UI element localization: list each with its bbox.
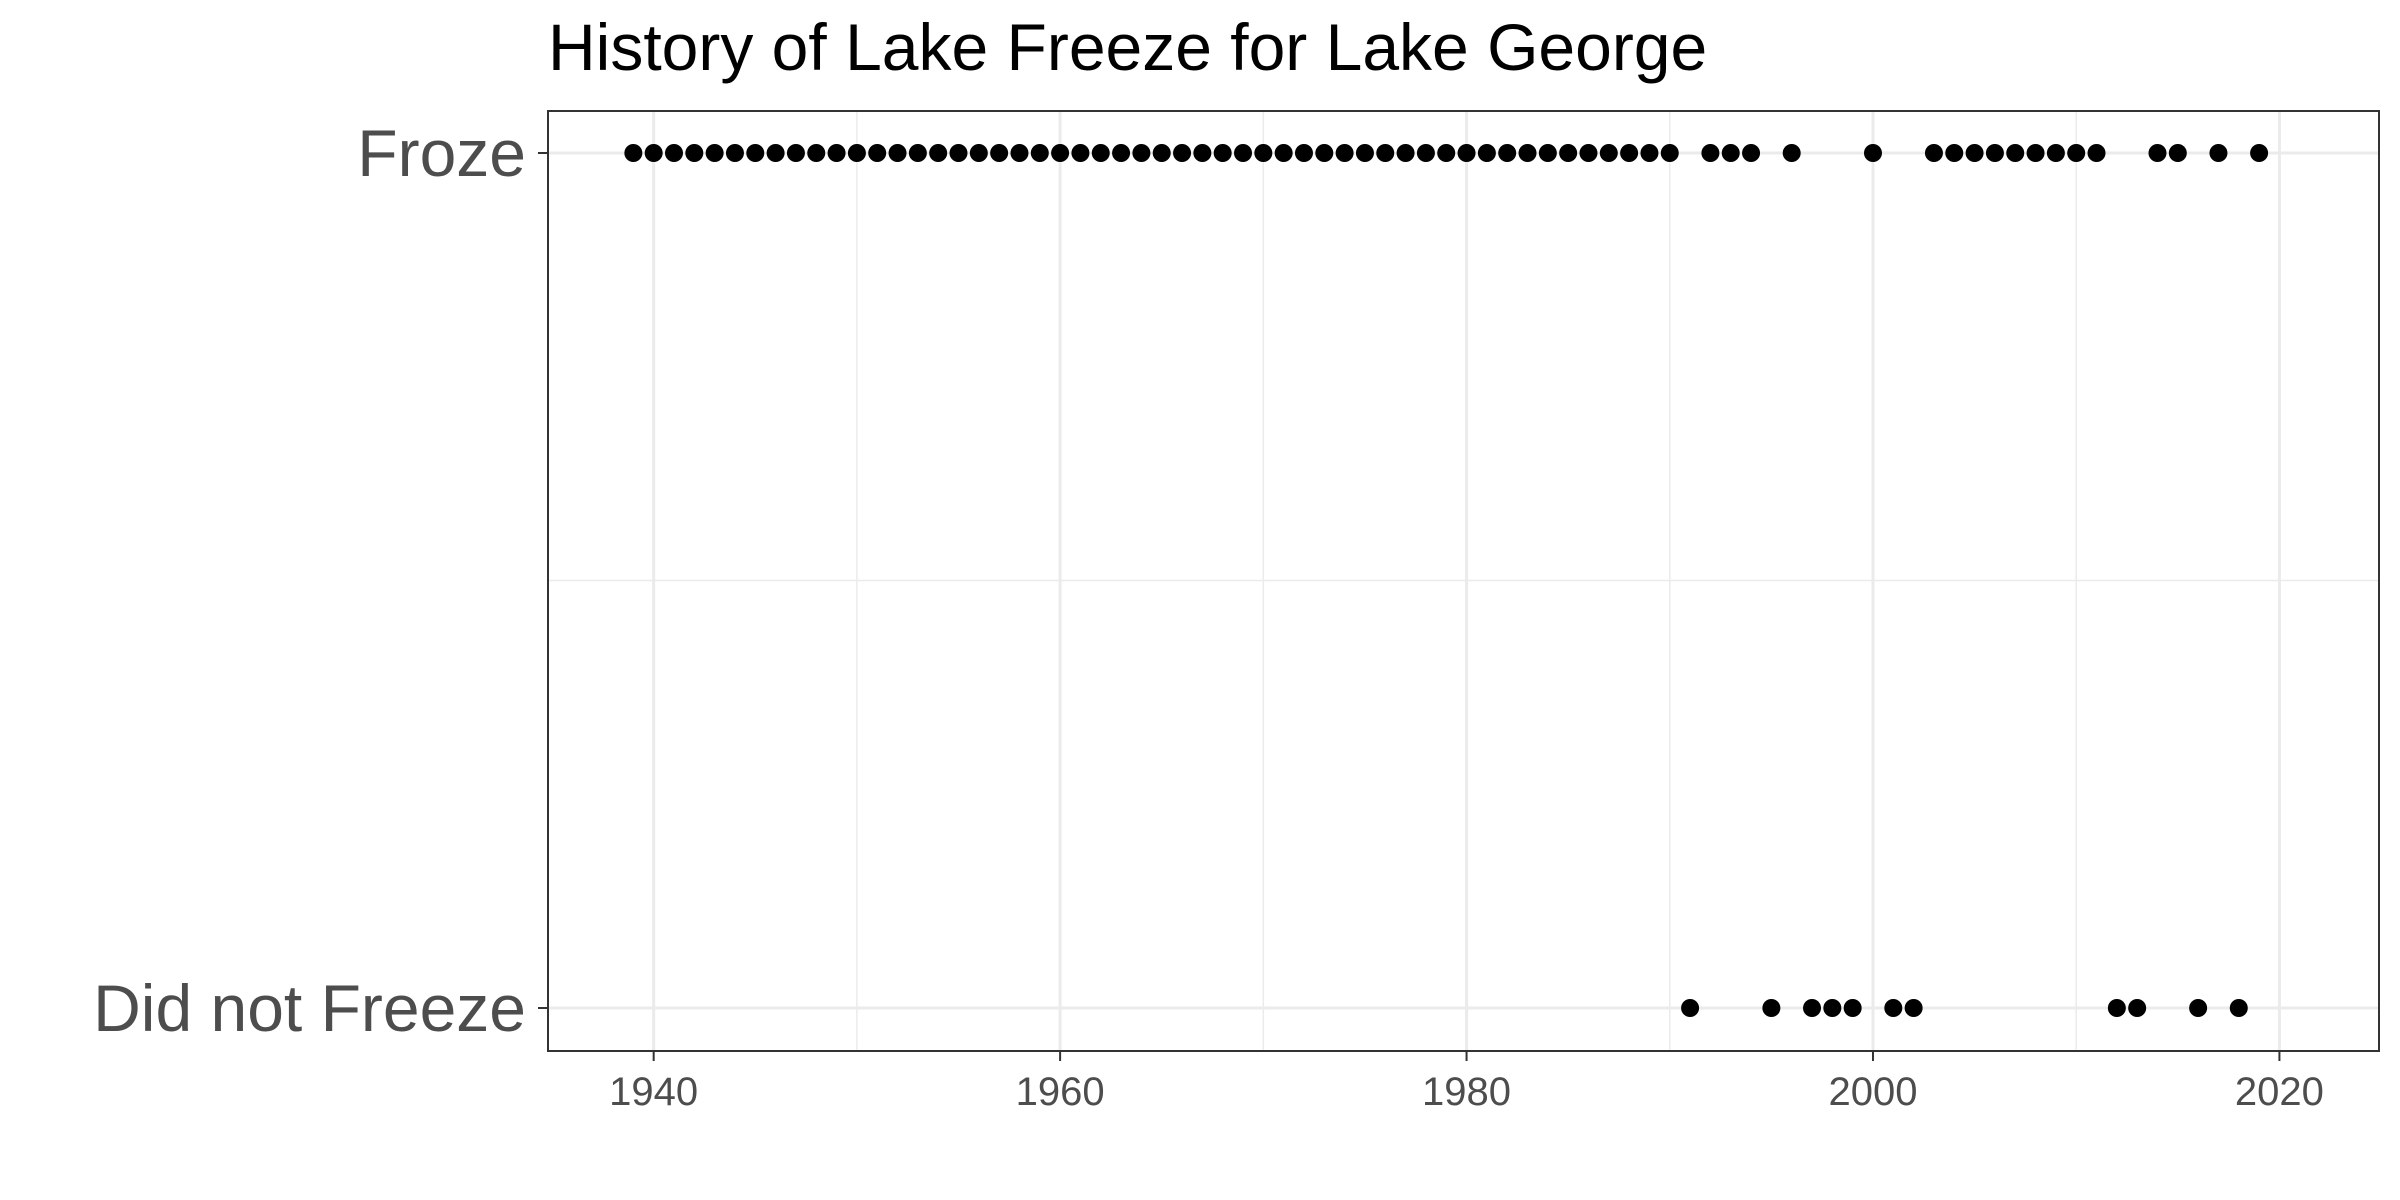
data-point [1599,144,1618,162]
data-point [2229,999,2248,1017]
data-point [1355,144,1374,162]
data-point [624,144,643,162]
data-point [1782,144,1801,162]
data-point [1640,144,1659,162]
data-point [1660,144,1679,162]
data-point [2209,144,2228,162]
data-point [1965,144,1984,162]
data-point [1396,144,1415,162]
data-point [1477,144,1496,162]
data-point [1132,144,1151,162]
data-point [827,144,846,162]
data-point [1071,144,1090,162]
data-point [685,144,704,162]
x-tick-label: 2000 [1828,1070,1917,1114]
data-point [1924,144,1943,162]
data-point [1051,144,1070,162]
data-point [1803,999,1822,1017]
data-point [1416,144,1435,162]
data-point [746,144,765,162]
x-tick-label: 1940 [609,1070,698,1114]
data-point [847,144,866,162]
chart-title: History of Lake Freeze for Lake George [548,10,1707,84]
data-point [807,144,826,162]
data-point [2067,144,2086,162]
data-point [1762,999,1781,1017]
data-point [1274,144,1293,162]
y-tick-label: Did not Freeze [93,971,526,1045]
data-point [1010,144,1029,162]
data-point [1498,144,1517,162]
data-point [1173,144,1192,162]
data-point [1904,999,1923,1017]
data-point [725,144,744,162]
data-point [2128,999,2147,1017]
x-tick-label: 1980 [1422,1070,1511,1114]
data-point [1457,144,1476,162]
x-tick-label: 1960 [1016,1070,1105,1114]
data-point [1559,144,1578,162]
data-point [949,144,968,162]
data-point [1112,144,1131,162]
data-point [2046,144,2065,162]
data-point [2026,144,2045,162]
data-point [1193,144,1212,162]
axes: 1940 1960 1980 2000 2020 Did not Freeze Froze [93,116,2324,1114]
data-point [1701,144,1720,162]
data-point [1234,144,1253,162]
data-points [624,144,2269,1017]
data-point [1213,144,1232,162]
data-point [786,144,805,162]
data-point [1579,144,1598,162]
data-point [2168,144,2187,162]
data-point [2148,144,2167,162]
data-point [1437,144,1456,162]
data-point [1863,144,1882,162]
data-point [1721,144,1740,162]
data-point [2006,144,2025,162]
data-point [1518,144,1537,162]
data-point [1681,999,1700,1017]
data-point [1376,144,1395,162]
data-point [1152,144,1171,162]
data-point [888,144,907,162]
data-point [705,144,724,162]
data-point [1823,999,1842,1017]
data-point [1742,144,1761,162]
data-point [908,144,927,162]
data-point [929,144,948,162]
data-point [644,144,663,162]
data-point [2087,144,2106,162]
data-point [1538,144,1557,162]
data-point [1843,999,1862,1017]
data-point [766,144,785,162]
x-tick-label: 2020 [2235,1070,2324,1114]
data-point [1254,144,1273,162]
data-point [1945,144,1964,162]
data-point [1294,144,1313,162]
panel-border [547,110,2380,1052]
data-point [1030,144,1049,162]
data-point [2107,999,2126,1017]
data-point [1091,144,1110,162]
data-point [990,144,1009,162]
data-point [664,144,683,162]
data-point [1884,999,1903,1017]
data-point [1620,144,1639,162]
data-point [2250,144,2269,162]
data-point [1315,144,1334,162]
data-point [868,144,887,162]
data-point [1335,144,1354,162]
y-tick-label: Froze [357,116,526,190]
data-point [1985,144,2004,162]
data-point [969,144,988,162]
data-point [2189,999,2208,1017]
